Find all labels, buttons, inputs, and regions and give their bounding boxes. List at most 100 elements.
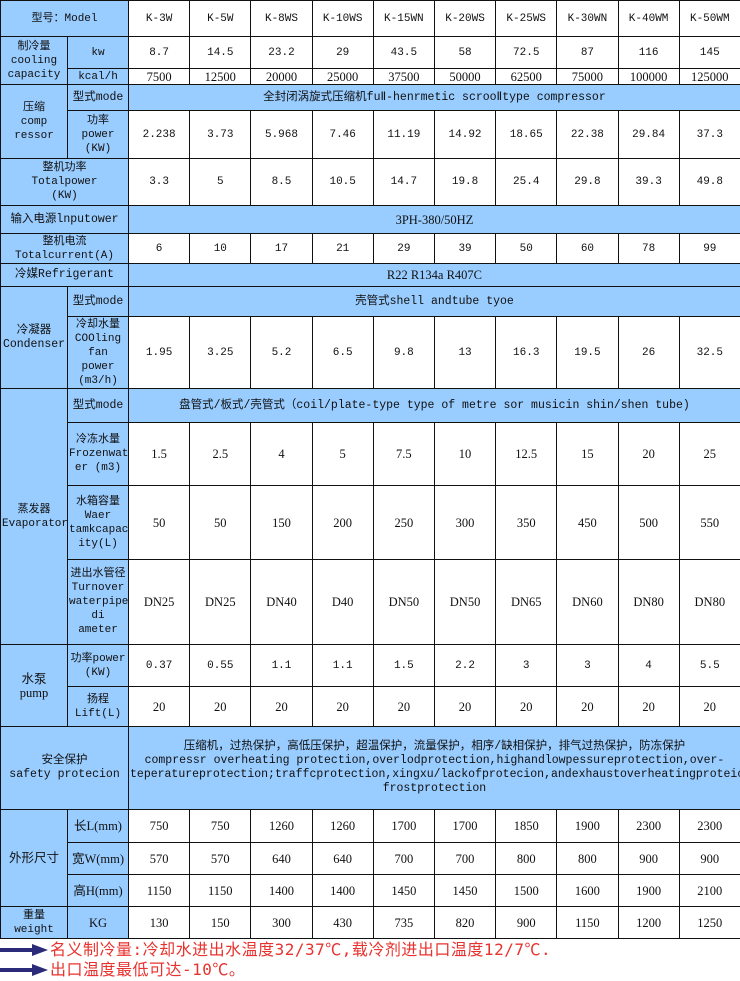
value-cell: DN60 [556,559,619,645]
value-cell: 37.3 [678,110,740,159]
model-name: K-3W [128,0,191,37]
value-cell: 22.38 [556,110,619,159]
mode-label: 型式mode [66,286,130,317]
value-cell: 29 [372,233,435,264]
value-cell: 1200 [617,906,680,939]
value-cell: 39 [433,233,497,264]
value-cell: 29.8 [556,158,619,206]
value-cell: 800 [556,842,619,875]
value-cell: 1250 [678,906,740,939]
mode-label: 型式mode [66,84,130,111]
value-cell: DN80 [617,559,680,645]
safety-value: 压缩机，过热保护，高低压保护，超温保护，流量保护，相序/缺相保护，排气过热保护，… [128,726,740,810]
tank-capacity-row: 水箱容量 Waer tamkcapac ity(L) 50 50 150 200 250 3… [1,485,740,560]
value-cell: 3.73 [189,110,252,159]
value-cell: 3.3 [128,158,191,206]
value-cell: 15 [556,422,619,486]
value-cell: 150 [189,906,252,939]
value-cell: DN65 [495,559,558,645]
value-cell: 450 [556,485,619,560]
value-cell: 8.5 [250,158,313,206]
input-power-label: 输入电源lnputower [0,205,130,234]
input-power-row: 输入电源lnputower 3PH-380/50HZ [0,205,740,234]
value-cell: 12.5 [495,422,558,486]
value-cell: 1900 [617,874,680,907]
weight-label: 重量 weight [0,906,68,939]
value-cell: 5 [189,158,252,206]
value-cell: 14.5 [189,36,252,69]
value-cell: 0.55 [189,644,252,687]
width-row: 宽W(mm) 570 570 640 640 700 700 800 800 900 900 [1,842,740,875]
value-cell: 18.65 [495,110,558,159]
value-cell: 58 [433,36,497,69]
value-cell: 700 [372,842,435,875]
value-cell: 20 [311,686,374,727]
value-cell: 570 [128,842,191,875]
value-cell: 14.92 [433,110,497,159]
value-cell: 20000 [250,68,313,85]
value-cell: 50 [495,233,558,264]
width-label: 宽W(mm) [66,842,130,875]
value-cell: 12500 [189,68,252,85]
value-cell: 25 [678,422,740,486]
value-cell: 8.7 [128,36,191,69]
value-cell: 116 [617,36,680,69]
note-min-outlet-temp: 出口温度最低可达-10℃。 [0,960,740,980]
value-cell: 7.5 [372,422,435,486]
value-cell: 1150 [556,906,619,939]
model-name: K-25WS [495,0,558,37]
value-cell: 1450 [433,874,497,907]
value-cell: 6.5 [311,316,374,389]
value-cell: 2300 [617,809,680,843]
value-cell: 700 [433,842,497,875]
value-cell: 900 [495,906,558,939]
value-cell: 20 [556,686,619,727]
total-power-label: 整机功率 Totalpower (KW) [0,158,130,206]
cooling-water-label: 冷却水量 COOling fan power (m3/h) [66,316,130,389]
value-cell: 3 [495,644,558,687]
value-cell: 5.968 [250,110,313,159]
compressor-mode-row: 压缩 comp ressor 型式mode 全封闭涡旋式压缩机fuⅡ-henrmet… [0,84,740,159]
value-cell: 17 [250,233,313,264]
refrigerant-value: R22 R134a R407C [128,263,740,287]
value-cell: DN50 [433,559,497,645]
value-cell: 1150 [189,874,252,907]
arrow-right-icon [0,964,48,976]
pump-power-label: 功率power (KW) [66,644,130,687]
total-power-row: 整机功率 Totalpower (KW) 3.3 5 8.5 10.5 14.7 19.8 2… [0,158,740,206]
value-cell: 1400 [250,874,313,907]
value-cell: 750 [189,809,252,843]
compressor-label: 压缩 comp ressor [0,84,68,159]
model-name: K-40WM [617,0,680,37]
safety-row: 安全保护 safety protecion 压缩机，过热保护，高低压保护，超温保护… [0,726,740,810]
value-cell: 20 [433,686,497,727]
value-cell: 7500 [128,68,191,85]
value-cell: 20 [250,686,313,727]
note-text: 名义制冷量:冷却水进出水温度32/37℃,载冷剂进出口温度12/7℃. [50,940,552,959]
value-cell: 500 [617,485,680,560]
value-cell: 9.8 [372,316,435,389]
value-cell: 1450 [372,874,435,907]
value-cell: 39.3 [617,158,680,206]
value-cell: 50 [189,485,252,560]
condenser-type: 壳管式shell andtube tyoe [128,286,740,317]
note-text: 出口温度最低可达-10℃。 [50,960,246,979]
notes: 名义制冷量:冷却水进出水温度32/37℃,载冷剂进出口温度12/7℃. 出口温度… [0,940,740,980]
pump-lift-row: 扬程 Lift(L) 20 20 20 20 20 20 20 20 20 20 [1,686,740,727]
value-cell: 99 [678,233,740,264]
spec-table: 型号：Model K-3W K-5W K-8WS K-10WS K-15WN K-20WS K… [0,0,740,939]
compressor-type: 全封闭涡旋式压缩机fuⅡ-henrmetic scrooⅡtype compre… [128,84,740,111]
value-cell: 20 [678,686,740,727]
frozen-water-label: 冷冻水量 Frozenwat er (m3) [66,422,130,486]
value-cell: 32.5 [678,316,740,389]
safety-label: 安全保护 safety protecion [0,726,130,810]
value-cell: 10 [433,422,497,486]
value-cell: 735 [372,906,435,939]
total-current-label: 整机电流 Totalcurrent(A) [0,233,130,264]
value-cell: 7.46 [311,110,374,159]
pipe-diameter-label: 进出水管径 Turnover waterpipe di ameter [66,559,130,645]
pump-power-row: 水泵 pump 功率power (KW) 0.37 0.55 1.1 1.1 1.5 2.2 3… [0,644,740,727]
value-cell: 29.84 [617,110,680,159]
tank-capacity-label: 水箱容量 Waer tamkcapac ity(L) [66,485,130,560]
value-cell: 1400 [311,874,374,907]
